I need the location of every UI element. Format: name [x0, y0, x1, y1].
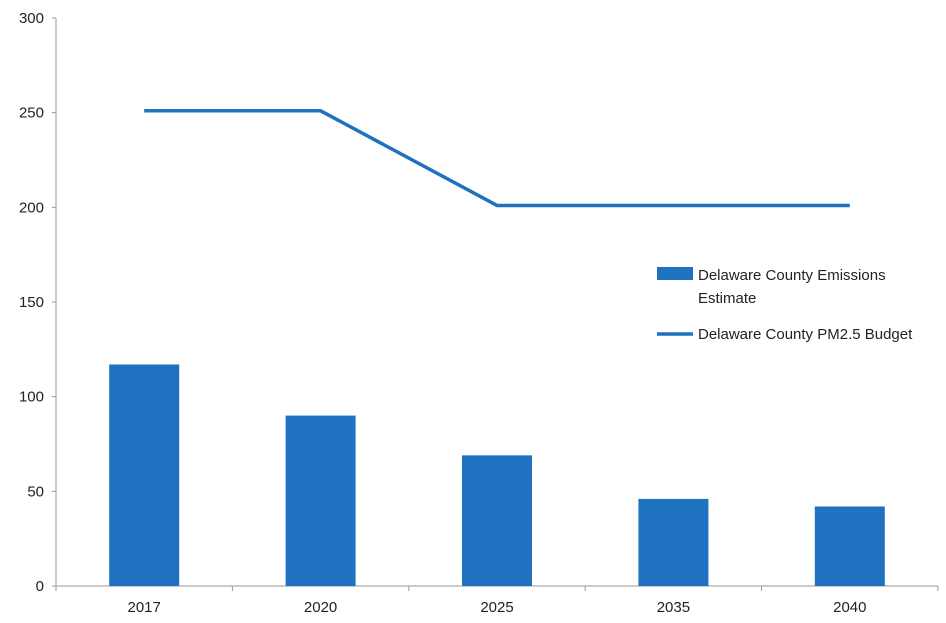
- legend-label-budget: Delaware County PM2.5 Budget: [698, 326, 913, 343]
- legend-label-emissions: Estimate: [698, 290, 756, 307]
- budget-line-path: [144, 109, 850, 208]
- x-tick-label: 2040: [833, 599, 866, 616]
- legend: Delaware County Emissions Estimate Delawar…: [657, 267, 913, 343]
- y-ticks: 0 50 100 150 200 250 300: [19, 10, 56, 595]
- x-ticks: 2017 2020 2025 2035 2040: [55, 586, 939, 616]
- y-tick-label: 250: [19, 105, 44, 122]
- legend-label-emissions: Delaware County Emissions: [698, 267, 886, 284]
- bar-2025: [462, 455, 532, 586]
- bar-2017: [109, 364, 180, 586]
- y-tick-label: 0: [36, 578, 44, 595]
- bar-2040: [814, 506, 885, 586]
- x-tick-label: 2017: [128, 599, 161, 616]
- x-tick-label: 2025: [480, 599, 513, 616]
- bar-2020: [285, 415, 356, 586]
- legend-swatch-bar: [657, 267, 693, 280]
- y-tick-label: 200: [19, 199, 44, 216]
- x-tick-label: 2020: [304, 599, 337, 616]
- y-tick-label: 100: [19, 389, 44, 406]
- bar-2035: [638, 498, 709, 586]
- y-tick-label: 50: [27, 483, 44, 500]
- y-tick-label: 150: [19, 294, 44, 311]
- x-tick-label: 2035: [657, 599, 690, 616]
- line-series: [144, 109, 850, 208]
- y-tick-label: 300: [19, 10, 44, 27]
- bar-series: [109, 364, 885, 586]
